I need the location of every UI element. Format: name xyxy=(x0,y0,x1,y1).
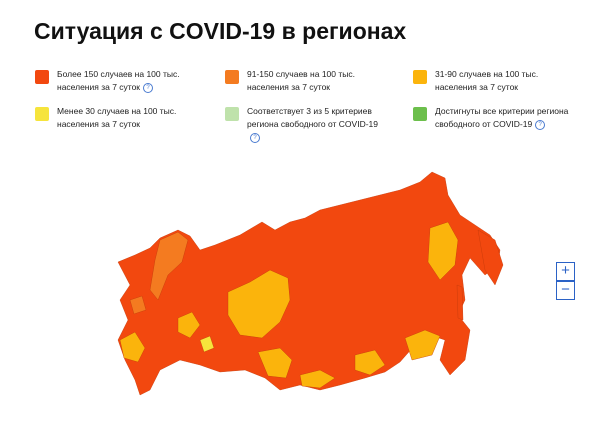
legend-text: 91-150 случаев на 100 тыс. населения за … xyxy=(247,69,355,92)
legend-text: Более 150 случаев на 100 тыс. населения … xyxy=(57,69,180,92)
region-area xyxy=(257,347,293,379)
region-area xyxy=(227,269,291,339)
region-area xyxy=(149,231,189,301)
legend-item: 31-90 случаев на 100 тыс. населения за 7… xyxy=(413,68,573,94)
region-area xyxy=(119,331,146,363)
legend-swatch xyxy=(225,107,239,121)
region-area xyxy=(456,284,464,321)
legend-item: 91-150 случаев на 100 тыс. населения за … xyxy=(225,68,385,94)
help-icon[interactable]: ? xyxy=(250,132,260,143)
region-area xyxy=(404,329,441,361)
region-area xyxy=(177,311,201,339)
legend-item: Менее 30 случаев на 100 тыс. населения з… xyxy=(35,105,195,131)
legend-swatch xyxy=(225,70,239,84)
zoom-out[interactable]: − xyxy=(556,281,575,300)
legend-item: Достигнуты все критерии региона свободно… xyxy=(413,105,573,131)
legend-label: Соответствует 3 из 5 критериев региона с… xyxy=(247,105,385,144)
region-area xyxy=(129,295,147,315)
legend-text: 31-90 случаев на 100 тыс. населения за 7… xyxy=(435,69,539,92)
help-icon[interactable]: ? xyxy=(535,119,546,130)
legend-swatch xyxy=(35,107,49,121)
legend-label: Менее 30 случаев на 100 тыс. населения з… xyxy=(57,105,195,131)
legend-label: Более 150 случаев на 100 тыс. населения … xyxy=(57,68,195,94)
region-area xyxy=(299,369,336,389)
legend-swatch xyxy=(413,70,427,84)
legend-item: Соответствует 3 из 5 критериев региона с… xyxy=(225,105,385,144)
region-area xyxy=(354,349,386,376)
legend-label: 91-150 случаев на 100 тыс. населения за … xyxy=(247,68,385,94)
legend-item: Более 150 случаев на 100 тыс. населения … xyxy=(35,68,195,94)
title: Ситуация с COVID-19 в регионах xyxy=(34,18,407,44)
region-area xyxy=(117,171,501,396)
region-area xyxy=(199,335,215,353)
legend-text: Соответствует 3 из 5 критериев региона с… xyxy=(247,106,379,129)
region-area xyxy=(427,221,459,281)
legend-label: Достигнуты все критерии региона свободно… xyxy=(435,105,573,131)
legend-swatch xyxy=(35,70,49,84)
help-icon[interactable]: ? xyxy=(143,82,154,93)
legend-label: 31-90 случаев на 100 тыс. населения за 7… xyxy=(435,68,573,94)
legend-swatch xyxy=(413,107,427,121)
legend-text: Менее 30 случаев на 100 тыс. населения з… xyxy=(57,106,177,129)
map xyxy=(117,171,504,396)
zoom-in[interactable]: + xyxy=(556,262,575,281)
region-area xyxy=(477,229,504,286)
legend-text: Достигнуты все критерии региона свободно… xyxy=(435,106,569,129)
